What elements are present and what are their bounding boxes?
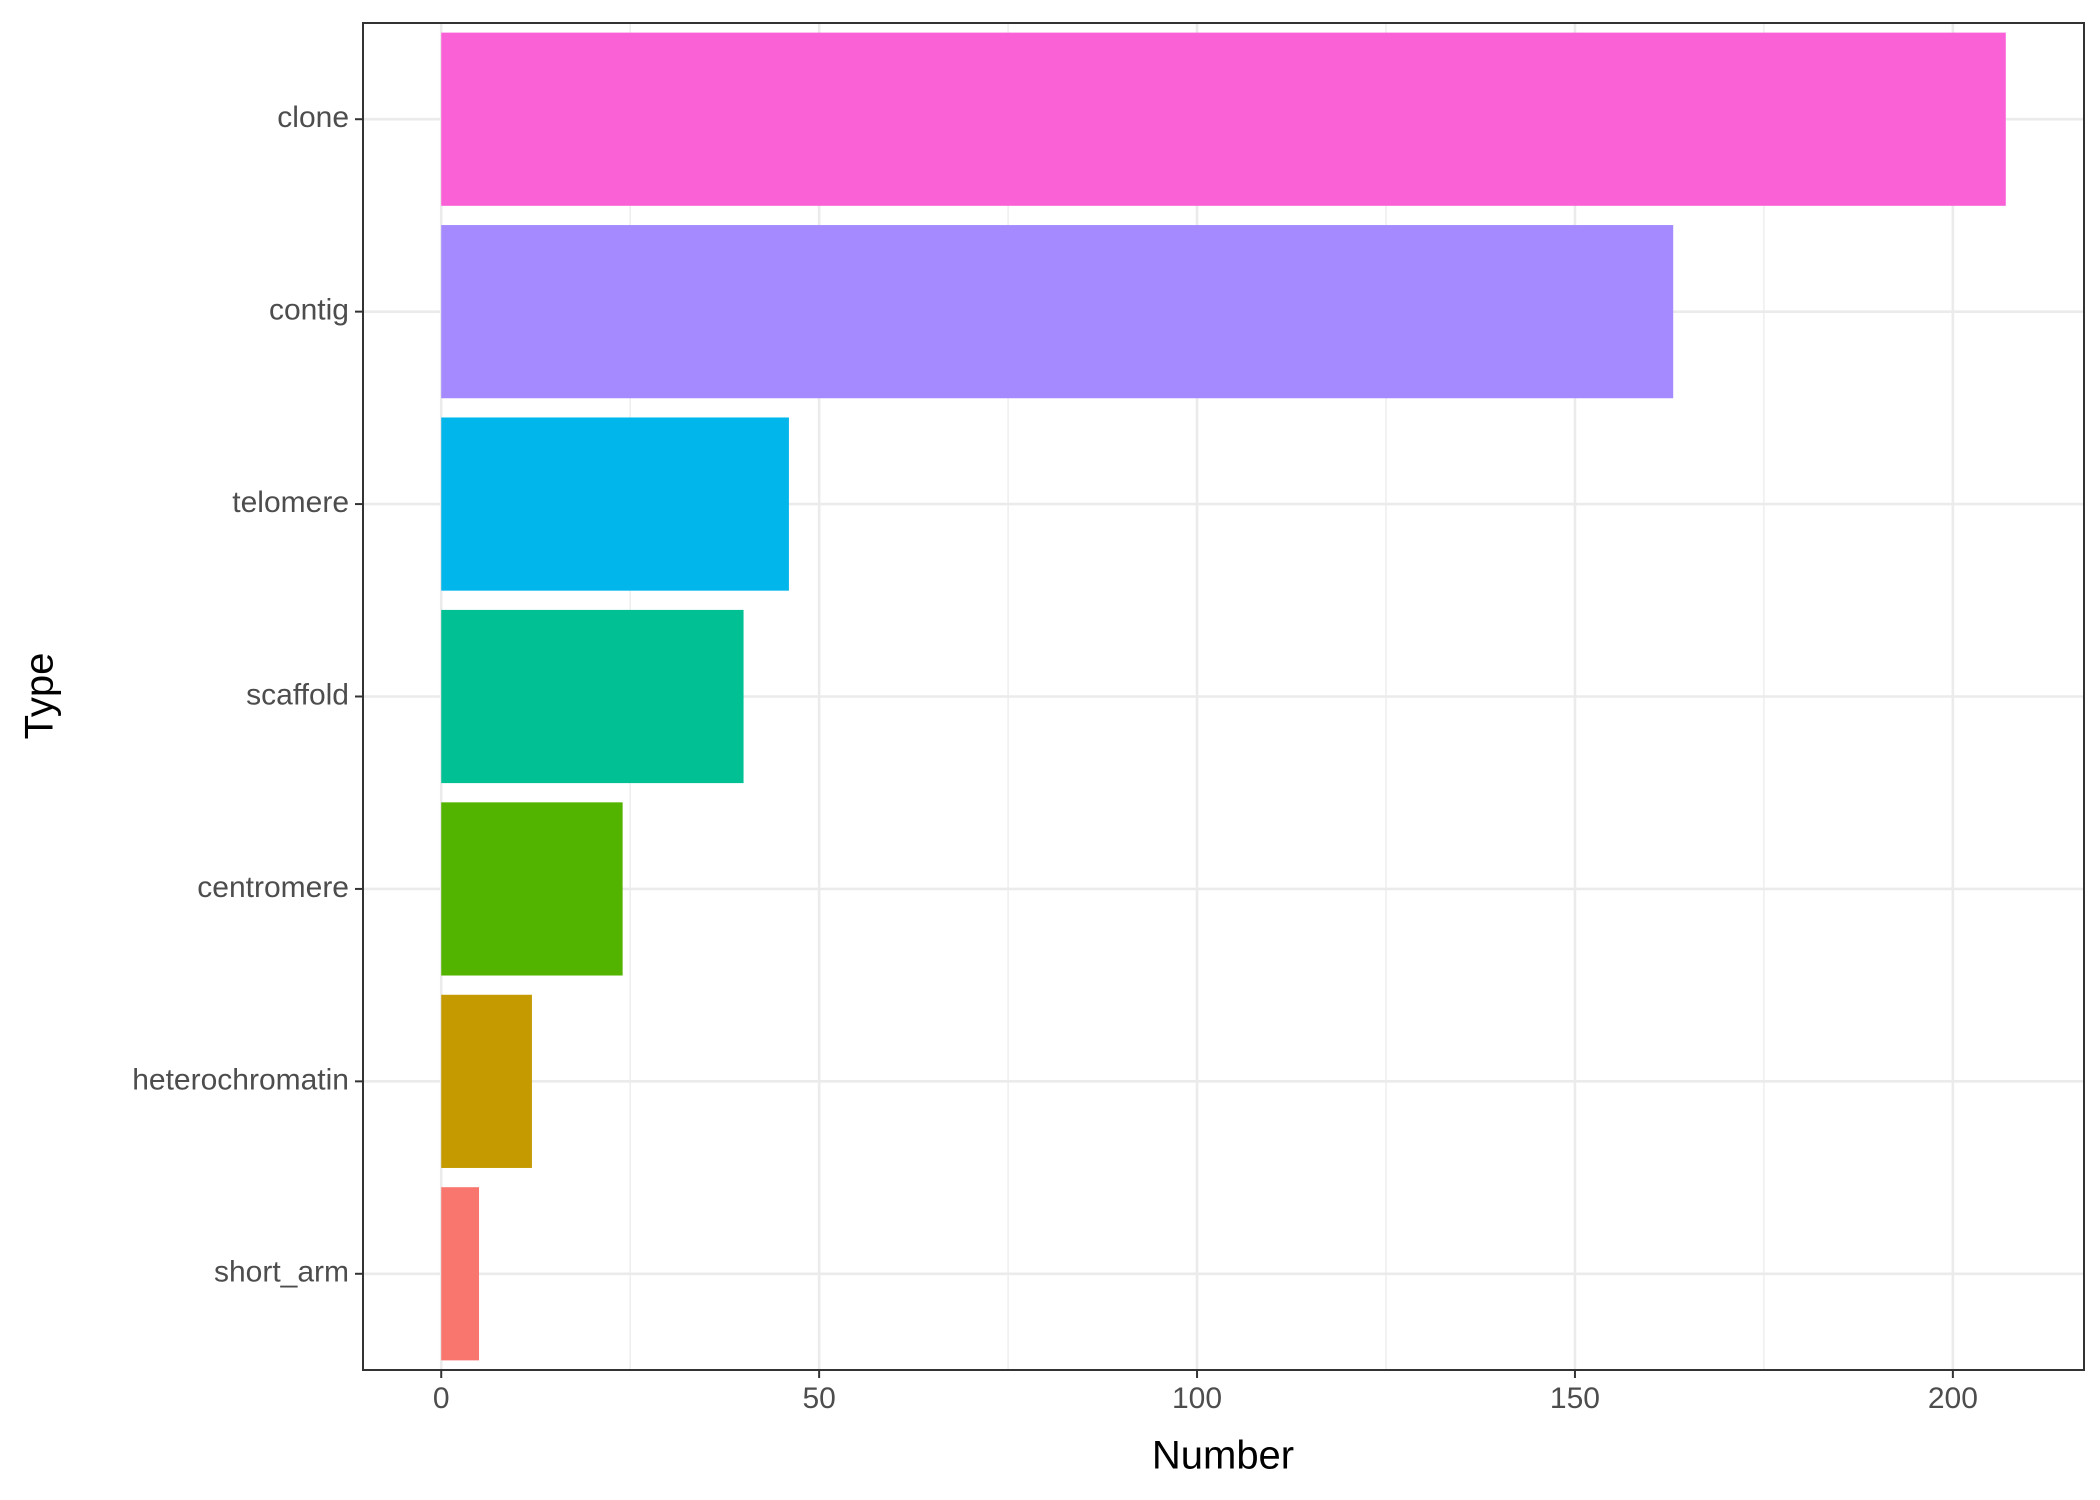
y-tick-label: clone xyxy=(277,101,349,134)
bar xyxy=(441,417,789,591)
bar xyxy=(441,994,532,1168)
y-axis-title: Type xyxy=(18,653,62,740)
bar xyxy=(441,1187,480,1361)
bar xyxy=(441,802,623,976)
y-tick-label: centromere xyxy=(197,871,349,904)
y-tick-label: short_arm xyxy=(214,1256,349,1289)
y-tick-label: contig xyxy=(269,294,349,327)
bar xyxy=(441,32,2006,206)
y-tick-label: scaffold xyxy=(246,678,349,711)
x-tick-label: 200 xyxy=(1928,1382,1978,1415)
y-tick-label: telomere xyxy=(232,486,349,519)
bar xyxy=(441,609,744,784)
y-tick-label: heterochromatin xyxy=(132,1063,349,1096)
bar xyxy=(441,225,1674,399)
x-axis-title: Number xyxy=(1152,1434,1294,1478)
x-tick-label: 100 xyxy=(1172,1382,1222,1415)
x-tick-label: 150 xyxy=(1550,1382,1600,1415)
x-tick-label: 0 xyxy=(433,1382,450,1415)
panel-border xyxy=(362,22,2085,1371)
x-tick-label: 50 xyxy=(802,1382,835,1415)
